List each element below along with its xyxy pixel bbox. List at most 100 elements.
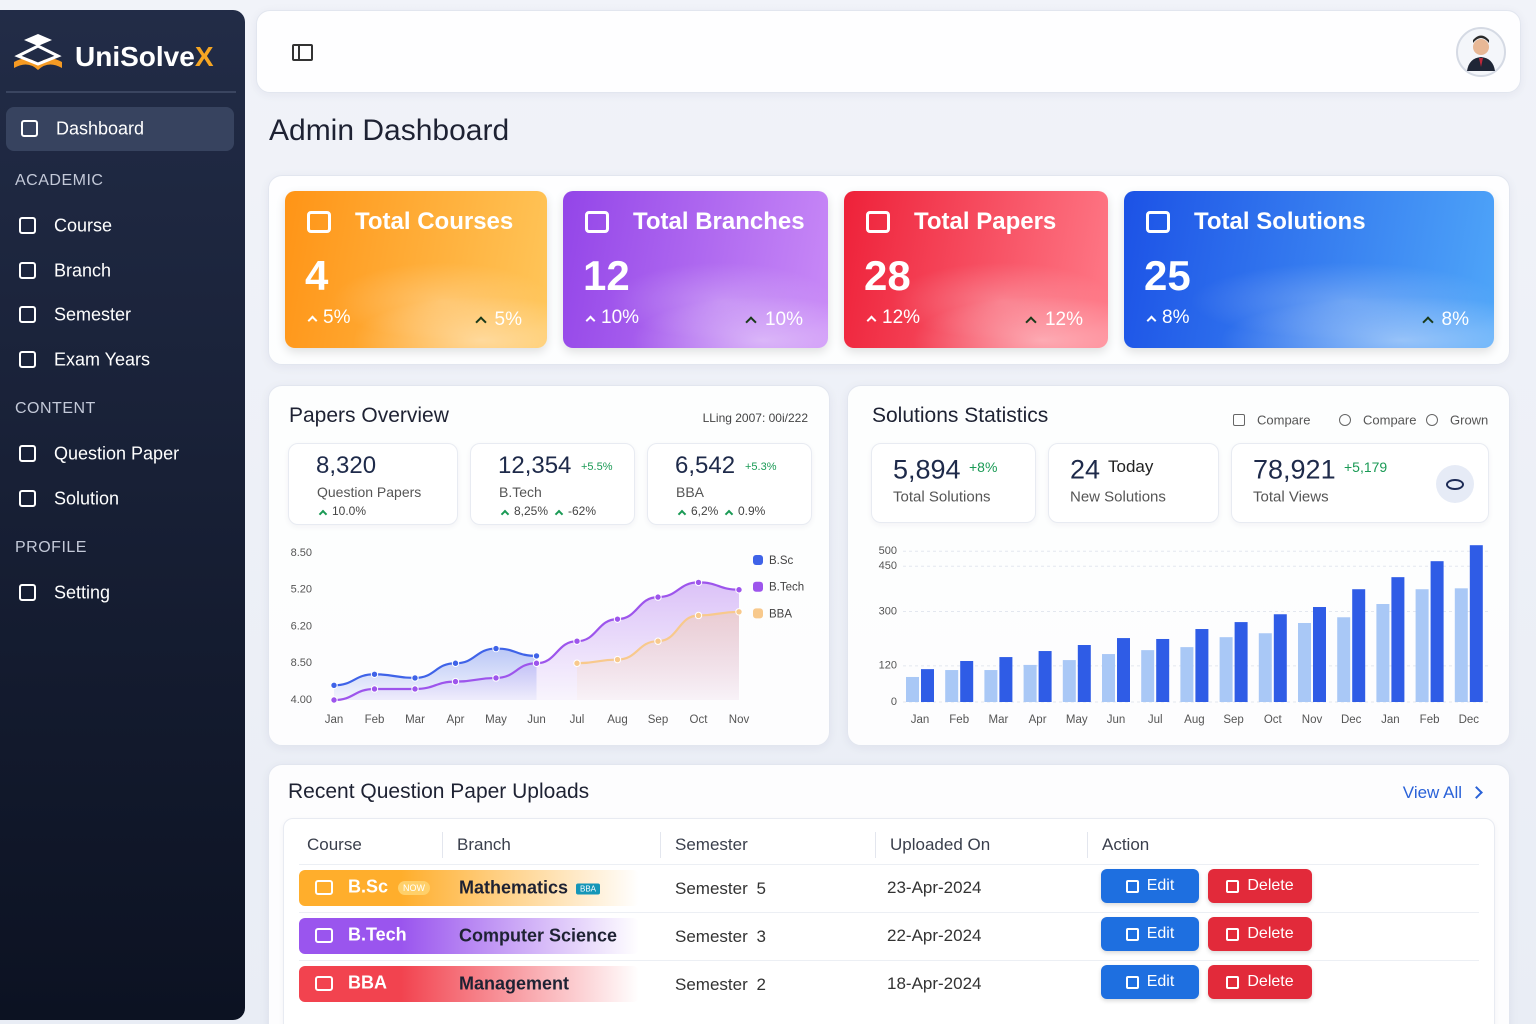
nav-item[interactable]: Semester (54, 304, 132, 325)
nav-item-label[interactable]: Dashboard (56, 118, 145, 139)
semester: Semester 5 (675, 879, 766, 898)
stat-change: 8% (1162, 307, 1190, 328)
branch-name: Management (459, 973, 570, 994)
nav-item[interactable]: Branch (54, 260, 112, 281)
metric-card (1048, 443, 1219, 523)
course-pill (299, 918, 639, 954)
course-badge: NOW (398, 881, 430, 895)
column-header: Semester (675, 835, 748, 854)
metric-value: 12,354 (498, 452, 572, 479)
stat-change: 12% (1044, 309, 1083, 330)
header-link[interactable]: Compare (1257, 412, 1311, 428)
branch-name: Mathematics (459, 877, 569, 898)
nav-icon (19, 350, 36, 368)
nav-item[interactable]: Setting (54, 582, 111, 603)
delete-button[interactable]: Delete (1208, 965, 1312, 999)
course-name: B.Tech (348, 924, 407, 945)
metric-card (288, 443, 458, 525)
button-label: Edit (1146, 925, 1175, 942)
metric-change: +8% (969, 459, 998, 475)
semester: Semester 2 (675, 975, 766, 994)
page-title: Admin Dashboard (269, 114, 510, 147)
button-label: Delete (1247, 925, 1294, 942)
view-all-link[interactable]: View All (1402, 783, 1462, 802)
metric-sub: 8,25% (500, 504, 548, 519)
nav-icon (19, 444, 36, 462)
stat-icon (585, 211, 609, 233)
metric-label: Total Solutions (893, 488, 991, 506)
brand-name: UniSolveX (75, 41, 214, 72)
button-label: Edit (1146, 877, 1175, 894)
column-header: Branch (457, 835, 511, 854)
nav-icon (19, 217, 36, 234)
course-icon (315, 880, 333, 895)
nav-item[interactable]: Question Paper (54, 443, 180, 464)
button-label: Edit (1146, 973, 1175, 990)
metric-label: B.Tech (499, 484, 542, 500)
metric-value: 78,921 (1253, 454, 1336, 485)
stat-value: 4 (305, 252, 329, 299)
stat-title: Total Solutions (1194, 208, 1366, 235)
column-header: Action (1102, 835, 1150, 854)
uploaded-on: 23-Apr-2024 (887, 878, 982, 897)
link-icon (1339, 414, 1351, 426)
avatar[interactable] (1456, 27, 1506, 77)
delete-button[interactable]: Delete (1208, 869, 1312, 903)
uploaded-on: 18-Apr-2024 (887, 974, 982, 993)
edit-button[interactable]: Edit (1101, 965, 1199, 999)
button-label: Delete (1247, 973, 1294, 990)
metric-label: BBA (676, 484, 705, 500)
metric-card (647, 443, 812, 525)
column-divider (875, 832, 876, 858)
metric-label: New Solutions (1070, 488, 1166, 506)
stat-change: 10% (764, 309, 803, 330)
panel-note: LLing 2007: 00i/222 (702, 411, 808, 425)
edit-button[interactable]: Edit (1101, 917, 1199, 951)
stat-title: Total Courses (355, 208, 514, 235)
link-icon (1426, 414, 1438, 426)
stat-change: 12% (882, 307, 921, 328)
button-label: Delete (1247, 877, 1294, 894)
nav-icon (21, 120, 38, 137)
sidebar-toggle[interactable] (292, 44, 313, 61)
stat-value: 12 (583, 252, 630, 299)
stat-icon (1146, 211, 1170, 233)
course-name: BBA (348, 972, 387, 993)
header-link[interactable]: Grown (1450, 412, 1489, 428)
course-pill (299, 966, 639, 1002)
nav-section-title: CONTENT (15, 399, 96, 417)
nav-icon (19, 261, 36, 279)
row-divider (299, 912, 1479, 913)
stat-icon (866, 211, 890, 233)
header-link[interactable]: Compare (1363, 412, 1417, 428)
solutions-statistics-panel (847, 385, 1510, 746)
column-divider (442, 832, 443, 858)
course-name: B.Sc (348, 876, 389, 897)
course-icon (315, 976, 333, 991)
nav-icon (19, 306, 36, 324)
eye-icon (1446, 479, 1464, 490)
metric-change: +5.5% (581, 461, 613, 473)
nav-item[interactable]: Exam Years (54, 349, 151, 370)
stat-change: 10% (601, 307, 640, 328)
metric-change: +5.3% (745, 461, 777, 473)
panel-title: Solutions Statistics (872, 404, 1049, 427)
metric-value: 6,542 (675, 452, 736, 479)
delete-button[interactable]: Delete (1208, 917, 1312, 951)
column-header: Course (307, 835, 362, 854)
nav-item[interactable]: Course (54, 215, 113, 236)
nav-item[interactable]: Solution (54, 488, 120, 508)
edit-button[interactable]: Edit (1101, 869, 1199, 903)
metric-value: 24 (1070, 454, 1101, 485)
row-divider (299, 864, 1479, 865)
branch-name: Computer Science (459, 925, 618, 946)
sidebar-divider (6, 91, 236, 93)
stat-title: Total Papers (914, 208, 1057, 235)
metric-sub: -62% (554, 504, 596, 519)
active-nav-item[interactable] (6, 107, 234, 151)
metric-value: 8,320 (316, 452, 377, 479)
metric-sub: 6,2% (677, 504, 718, 519)
column-divider (1087, 832, 1088, 858)
stat-value: 25 (1144, 252, 1191, 299)
sidebar (0, 10, 245, 1020)
